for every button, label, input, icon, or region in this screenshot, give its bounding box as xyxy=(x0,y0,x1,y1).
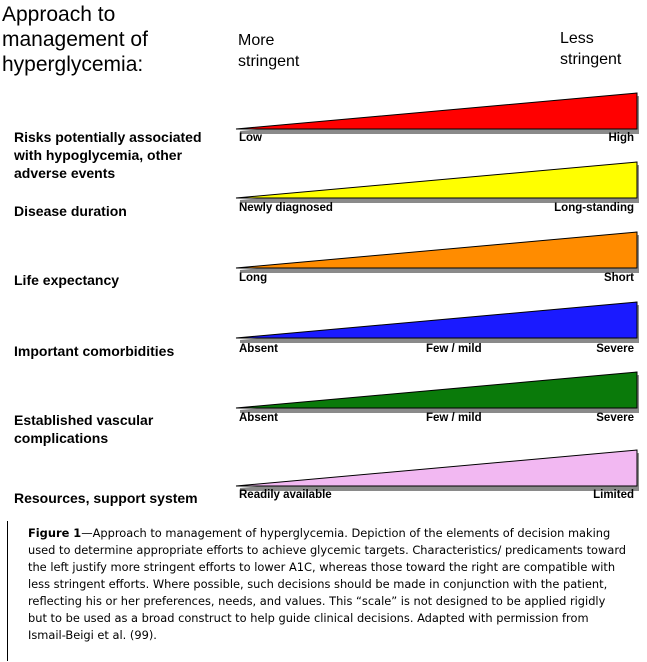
gradient-wedge xyxy=(235,231,639,273)
gradient-wedge xyxy=(235,301,639,343)
less-stringent-heading: Less stringent xyxy=(560,28,621,70)
more-stringent-line-1: More xyxy=(238,32,275,49)
pole-label-middle: Few / mild xyxy=(426,343,482,355)
wedge-fill xyxy=(235,371,638,409)
pole-label-left: Low xyxy=(239,132,262,144)
pole-label-left: Long xyxy=(239,272,268,284)
wedge-fill xyxy=(235,301,638,339)
caption-text: —Approach to management of hyperglycemia… xyxy=(28,526,627,642)
gradient-wedge xyxy=(235,161,639,203)
less-stringent-line-1: Less xyxy=(560,30,594,47)
wedge-fill xyxy=(235,161,638,199)
row-label: Established vascular complications xyxy=(14,412,154,446)
pole-label-left: Readily available xyxy=(239,489,332,501)
pole-label-right: Severe xyxy=(596,343,634,355)
gradient-wedge xyxy=(235,449,639,491)
pole-label-left: Absent xyxy=(239,412,278,424)
pole-label-right: Short xyxy=(603,272,634,284)
caption-lead: Figure 1 xyxy=(28,526,82,540)
figure-title: Approach to management of hyperglycemia: xyxy=(2,3,148,76)
pole-label-middle: Few / mild xyxy=(426,412,482,424)
row-label: Life expectancy xyxy=(14,272,120,288)
wedge-fill xyxy=(235,231,638,269)
pole-label-right: Severe xyxy=(596,412,634,424)
row-label: Important comorbidities xyxy=(14,343,175,359)
pole-label-right: High xyxy=(608,132,634,144)
more-stringent-line-2: stringent xyxy=(238,53,300,70)
pole-label-left: Newly diagnosed xyxy=(239,202,333,214)
less-stringent-line-2: stringent xyxy=(560,51,622,68)
wedge-fill xyxy=(235,449,638,487)
row-label: Resources, support system xyxy=(14,490,198,506)
wedge-fill xyxy=(235,92,638,130)
more-stringent-heading: More stringent xyxy=(238,30,299,72)
gradient-wedge xyxy=(235,92,639,134)
figure-caption: Figure 1—Approach to management of hyper… xyxy=(7,521,627,661)
pole-label-left: Absent xyxy=(239,343,278,355)
row-label: Risks potentially associated with hypogl… xyxy=(14,129,202,181)
pole-label-right: Limited xyxy=(593,489,634,501)
pole-label-right: Long-standing xyxy=(554,202,634,214)
row-label: Disease duration xyxy=(14,203,127,219)
gradient-wedge xyxy=(235,371,639,413)
